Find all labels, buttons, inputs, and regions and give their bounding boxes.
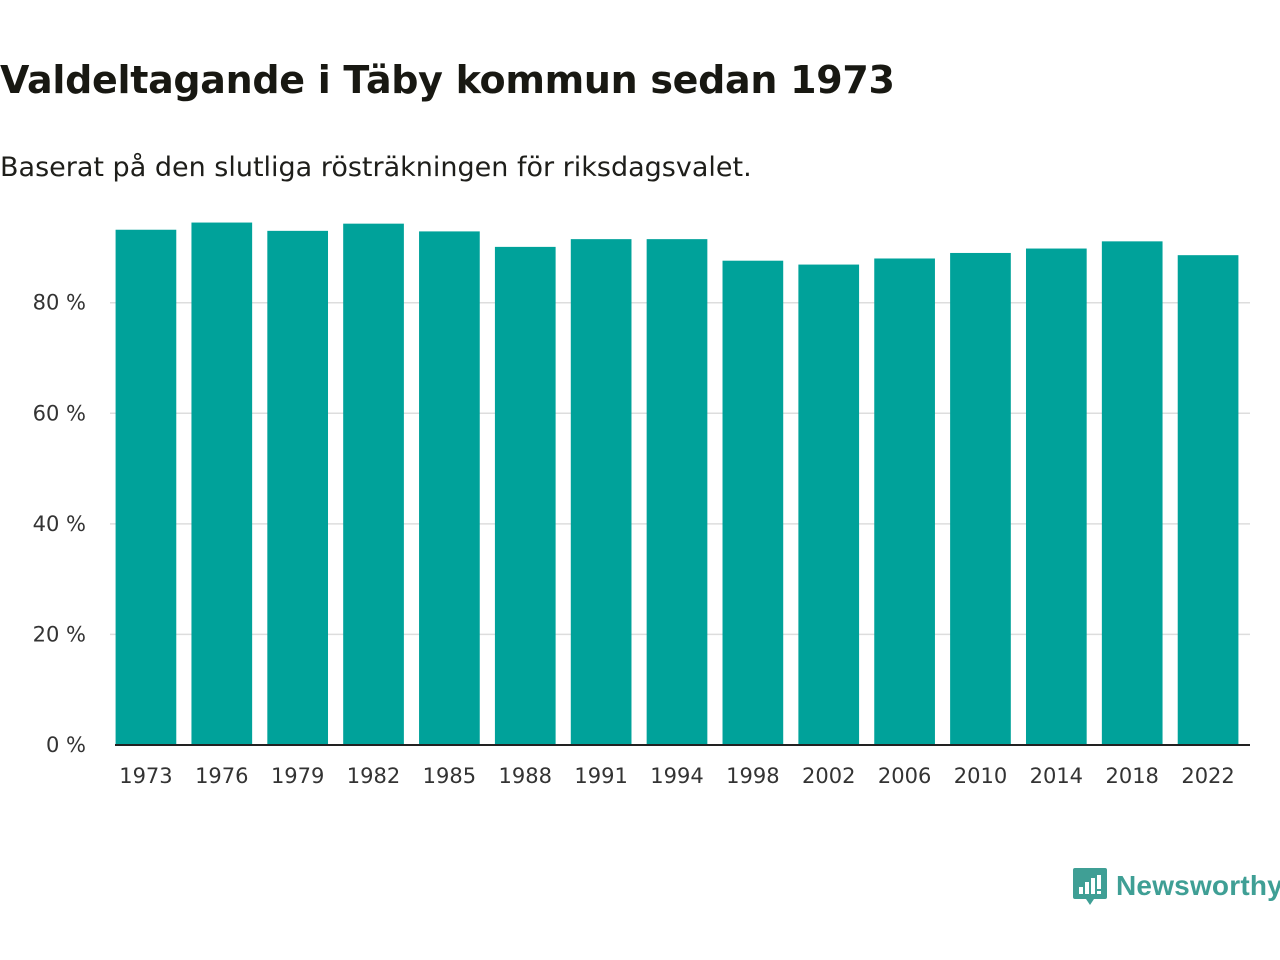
bar (950, 252, 1011, 745)
bar (1177, 255, 1239, 745)
bars (115, 222, 1239, 746)
y-tick-label: 80 % (33, 291, 86, 315)
bar (494, 246, 556, 746)
brand-name: Newsworthy (1116, 870, 1280, 901)
y-tick-label: 60 % (33, 401, 86, 425)
x-tick-label: 2006 (878, 764, 931, 788)
x-tick-label: 1988 (499, 764, 552, 788)
bar (798, 264, 860, 745)
chart-title: Valdeltagande i Täby kommun sedan 1973 (0, 58, 895, 102)
x-tick-label: 1994 (650, 764, 703, 788)
x-tick-label: 2022 (1181, 764, 1234, 788)
x-tick-label: 2018 (1105, 764, 1158, 788)
chart-subtitle: Baserat på den slutliga rösträkningen fö… (0, 152, 752, 183)
bar (646, 239, 708, 745)
x-tick-label: 2002 (802, 764, 855, 788)
x-tick-label: 1991 (574, 764, 627, 788)
x-tick-label: 1973 (119, 764, 172, 788)
y-tick-label: 0 % (46, 733, 86, 757)
brand-logo: Newsworthy (1072, 866, 1280, 906)
axes: 0 % 20 % 40 % 60 % 80 % 1973 1976 1979 1982 1985 1… (33, 291, 1250, 788)
bar (115, 229, 177, 745)
bar (1101, 241, 1163, 745)
bar (267, 230, 329, 745)
y-tick-label: 20 % (33, 622, 86, 646)
x-tick-label: 1982 (347, 764, 400, 788)
x-tick-label: 1979 (271, 764, 324, 788)
bar (874, 258, 935, 745)
bar (343, 223, 404, 745)
y-tick-label: 40 % (33, 512, 86, 536)
x-tick-label: 1998 (726, 764, 779, 788)
bar-chart-speech-bubble-icon (1073, 868, 1107, 905)
bar (419, 231, 480, 746)
x-tick-label: 2014 (1030, 764, 1083, 788)
x-tick-label: 2010 (954, 764, 1007, 788)
bar (570, 239, 632, 745)
bar (191, 222, 253, 745)
x-tick-label: 1985 (423, 764, 476, 788)
bar (722, 260, 784, 745)
bar (1025, 248, 1087, 746)
x-tick-label: 1976 (195, 764, 248, 788)
